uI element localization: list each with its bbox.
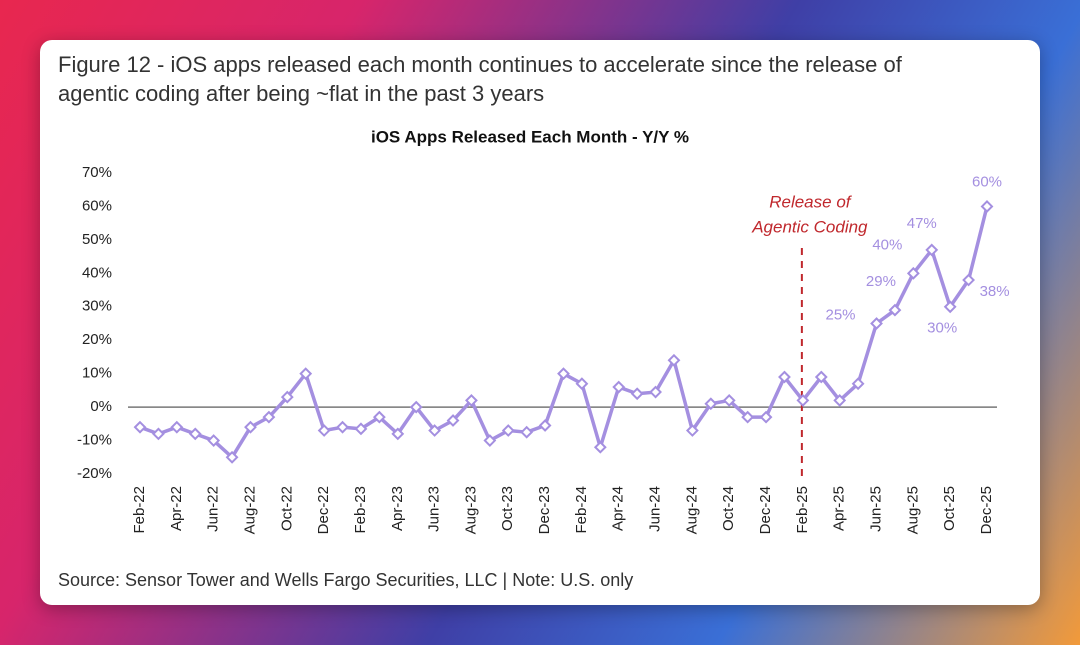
point-marker xyxy=(244,420,257,434)
x-tick-label: Oct-23 xyxy=(499,486,516,531)
point-marker xyxy=(446,414,460,427)
x-tick-label: Jun-24 xyxy=(647,486,664,532)
point-marker xyxy=(354,422,368,436)
caption-line: agentic coding after being ~flat in the … xyxy=(58,81,544,106)
y-tick-label: -20% xyxy=(77,465,112,482)
point-marker xyxy=(741,410,755,424)
point-marker xyxy=(851,377,865,391)
x-tick-label: Oct-24 xyxy=(720,486,737,531)
point-marker xyxy=(870,317,883,330)
point-marker xyxy=(722,394,736,407)
point-marker xyxy=(409,400,423,414)
point-marker xyxy=(538,419,552,432)
y-tick-label: 0% xyxy=(90,398,112,415)
x-tick-label: Dec-24 xyxy=(757,486,774,534)
point-marker xyxy=(336,420,349,434)
value-label: 38% xyxy=(980,283,1010,300)
point-marker xyxy=(207,434,221,447)
y-tick-label: 60% xyxy=(82,197,112,214)
x-tick-label: Apr-25 xyxy=(831,486,848,531)
point-marker xyxy=(888,303,902,317)
x-tick-label: Feb-22 xyxy=(131,486,148,534)
chart-title: iOS Apps Released Each Month - Y/Y % xyxy=(371,127,689,146)
point-marker xyxy=(796,394,810,407)
x-tick-label: Jun-22 xyxy=(205,486,222,532)
point-marker xyxy=(575,377,589,391)
point-marker xyxy=(667,353,681,367)
x-tick-label: Oct-25 xyxy=(941,486,958,531)
point-marker xyxy=(593,440,607,454)
x-tick-label: Feb-24 xyxy=(573,486,590,534)
y-tick-label: 20% xyxy=(82,331,112,348)
y-tick-label: 50% xyxy=(82,231,112,248)
x-tick-label: Aug-24 xyxy=(683,486,700,534)
x-tick-label: Feb-25 xyxy=(794,486,811,534)
point-marker xyxy=(465,394,478,407)
point-marker xyxy=(372,410,386,424)
point-marker xyxy=(925,243,939,257)
x-tick-label: Feb-23 xyxy=(352,486,369,534)
x-tick-label: Dec-25 xyxy=(978,486,995,534)
value-label: 60% xyxy=(972,173,1002,190)
point-marker xyxy=(299,367,313,381)
point-marker xyxy=(778,370,791,384)
point-marker xyxy=(962,273,976,287)
x-tick-label: Oct-22 xyxy=(278,486,295,531)
value-label: 40% xyxy=(872,236,902,253)
y-tick-label: 40% xyxy=(82,264,112,281)
point-marker xyxy=(133,420,147,434)
value-label: 30% xyxy=(927,320,957,337)
x-tick-label: Apr-24 xyxy=(610,486,627,531)
point-marker xyxy=(317,424,331,437)
point-marker xyxy=(649,385,662,399)
point-marker xyxy=(943,300,957,314)
x-tick-label: Apr-23 xyxy=(389,486,406,531)
point-marker xyxy=(980,200,994,213)
value-label: 47% xyxy=(907,215,937,232)
point-marker xyxy=(906,266,920,280)
point-marker xyxy=(704,397,718,411)
x-tick-label: Dec-22 xyxy=(315,486,332,534)
point-marker xyxy=(170,420,184,434)
value-label: 25% xyxy=(826,306,856,323)
y-tick-label: 70% xyxy=(82,164,112,181)
annotation-text: Agentic Coding xyxy=(751,217,868,236)
x-tick-label: Dec-23 xyxy=(536,486,553,534)
annotation-text: Release of xyxy=(769,192,853,211)
point-marker xyxy=(520,425,534,439)
point-marker xyxy=(188,427,202,441)
x-tick-label: Jun-23 xyxy=(426,486,443,532)
x-tick-label: Aug-23 xyxy=(462,486,479,534)
point-marker xyxy=(151,427,165,441)
point-marker xyxy=(685,424,699,437)
point-marker xyxy=(280,390,294,404)
caption-line: Figure 12 - iOS apps released each month… xyxy=(58,52,903,77)
point-marker xyxy=(630,387,644,401)
point-marker xyxy=(262,410,276,424)
y-tick-label: -10% xyxy=(77,432,112,449)
value-label: 29% xyxy=(866,273,896,290)
x-tick-label: Aug-22 xyxy=(241,486,258,534)
x-tick-label: Jun-25 xyxy=(867,486,884,532)
point-marker xyxy=(557,367,570,381)
source-note: Source: Sensor Tower and Wells Fargo Sec… xyxy=(58,570,633,590)
point-marker xyxy=(225,450,239,464)
point-marker xyxy=(759,410,773,424)
x-tick-label: Aug-25 xyxy=(904,486,921,534)
point-marker xyxy=(483,434,497,447)
point-marker xyxy=(428,424,442,437)
point-marker xyxy=(501,424,515,437)
point-marker xyxy=(612,380,626,394)
y-tick-label: 30% xyxy=(82,298,112,315)
point-marker xyxy=(391,427,405,441)
y-tick-label: 10% xyxy=(82,365,112,382)
point-marker xyxy=(833,394,847,407)
point-marker xyxy=(814,370,828,384)
x-tick-label: Apr-22 xyxy=(168,486,185,531)
